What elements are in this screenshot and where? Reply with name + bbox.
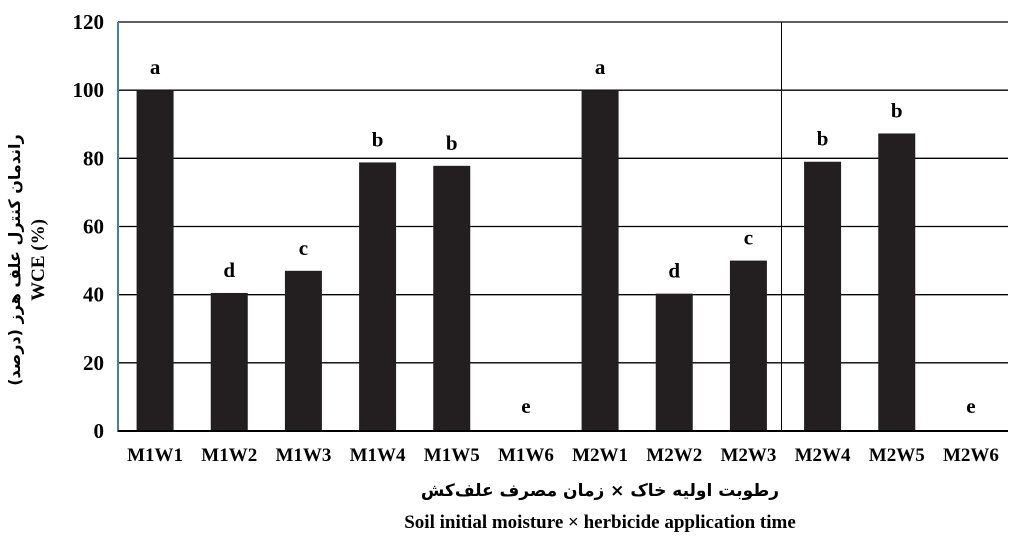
y-tick-label: 120 <box>73 10 105 34</box>
bars <box>136 90 916 432</box>
x-tick-label: M1W4 <box>350 445 406 466</box>
bar <box>729 260 767 431</box>
significance-letter: c <box>744 226 753 250</box>
x-tick-label: M2W2 <box>646 445 702 466</box>
y-tick-label: 80 <box>83 146 104 170</box>
bar <box>433 165 471 431</box>
y-tick-label: 40 <box>83 283 104 307</box>
significance-letter: b <box>891 98 903 122</box>
axes <box>117 22 1008 432</box>
y-tick-label: 100 <box>73 78 105 102</box>
y-tick-label: 20 <box>83 351 104 375</box>
significance-letter: a <box>150 55 161 79</box>
y-axis-label-persian: راندمان کنترل علف هرز (درصد) <box>5 134 24 386</box>
y-tick-label: 60 <box>83 215 104 239</box>
significance-letter: d <box>668 259 680 283</box>
x-tick-label: M2W1 <box>572 445 628 466</box>
significance-letter: e <box>521 394 530 418</box>
x-tick-label: M2W4 <box>795 445 851 466</box>
bar <box>804 161 842 431</box>
bar <box>359 162 397 431</box>
significance-letter: c <box>299 236 308 260</box>
y-axis-label-english: WCE (%) <box>28 219 49 301</box>
x-tick-label: M2W3 <box>720 445 776 466</box>
significance-letter: b <box>372 127 384 151</box>
gridlines <box>118 21 1008 431</box>
y-tick-label: 0 <box>94 419 105 443</box>
bar <box>210 292 248 431</box>
significance-letter: b <box>446 131 458 155</box>
significance-letter: d <box>223 258 235 282</box>
labels: 0 20 40 60 80 100 120 a M1W1 d M1W2 c M1W3 b M1W4 b M1W5… <box>73 10 999 466</box>
x-axis-label-english: Soil initial moisture × herbicide applic… <box>404 512 796 533</box>
bar <box>581 90 619 432</box>
bar <box>136 90 174 432</box>
bar <box>284 270 322 431</box>
x-tick-label: M1W5 <box>424 445 480 466</box>
x-tick-label: M1W1 <box>127 445 183 466</box>
x-tick-label: M2W6 <box>943 445 999 466</box>
bar <box>655 293 693 431</box>
x-tick-label: M2W5 <box>869 445 925 466</box>
significance-letter: b <box>817 127 829 151</box>
x-axis-label-persian: رطوبت اولیه خاک × زمان مصرف علف‌کش <box>421 481 779 501</box>
significance-letter: e <box>966 394 975 418</box>
significance-letter: a <box>595 55 606 79</box>
x-tick-label: M1W3 <box>275 445 331 466</box>
x-tick-label: M1W2 <box>201 445 257 466</box>
bar <box>878 133 916 431</box>
x-tick-label: M1W6 <box>498 445 554 466</box>
